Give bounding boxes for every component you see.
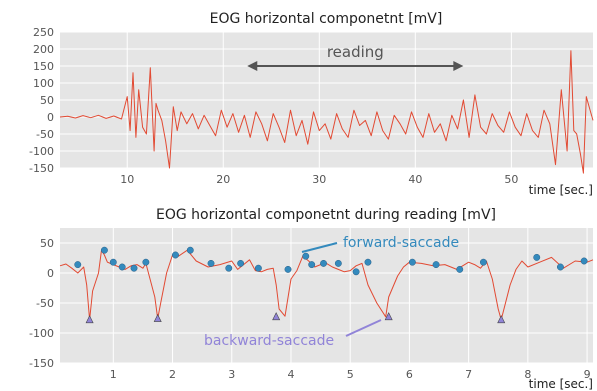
forward-saccade-marker [308, 261, 316, 269]
forward-saccade-marker [580, 257, 588, 265]
forward-saccade-marker [364, 258, 372, 266]
x-tick-label: 8 [524, 368, 531, 381]
x-tick-label: 9 [584, 368, 591, 381]
y-tick-label: -50 [36, 297, 54, 310]
x-tick-label: 40 [408, 173, 422, 186]
forward-saccade-marker [334, 259, 342, 267]
forward-saccade-marker [118, 263, 126, 271]
forward-saccade-marker [408, 258, 416, 266]
saccade-annotations: forward-saccade backward-saccade [204, 235, 459, 349]
x-tick-label: 20 [216, 173, 230, 186]
forward-saccade-marker [432, 261, 440, 269]
x-tick-label: 3 [228, 368, 235, 381]
x-tick-label: 7 [465, 368, 472, 381]
x-tick-label: 1 [110, 368, 117, 381]
x-tick-label: 4 [287, 368, 294, 381]
y-tick-label: 0 [47, 111, 54, 124]
forward-saccade-marker [74, 261, 82, 269]
forward-saccade-marker [556, 263, 564, 271]
backward-saccade-marker [153, 313, 162, 322]
x-tick-label: 2 [169, 368, 176, 381]
forward-saccade-marker [100, 246, 108, 254]
y-tick-label: -150 [29, 162, 54, 175]
x-axis-label: time [sec.] [529, 183, 593, 197]
forward-saccade-marker [207, 259, 215, 267]
backward-saccade-marker [272, 312, 281, 321]
y-tick-label: 150 [33, 60, 54, 73]
y-tick-label: 100 [33, 77, 54, 90]
eog-reading-chart: -150 -100 -50 0 50 1 2 3 4 5 6 7 8 9 EOG horizontal c… [29, 207, 594, 391]
backward-saccade-label: backward-saccade [204, 333, 334, 349]
x-tick-label: 30 [312, 173, 326, 186]
forward-saccade-marker [225, 264, 233, 272]
y-tick-label: 0 [47, 267, 54, 280]
y-tick-label: -150 [29, 357, 54, 370]
backward-saccade-pointer [345, 319, 382, 337]
reading-arrow-left-head [247, 61, 258, 71]
forward-saccade-marker [186, 246, 194, 254]
forward-saccade-pointer [301, 242, 338, 253]
forward-saccade-marker [172, 251, 179, 259]
forward-saccade-marker [302, 252, 310, 260]
y-tick-label: -100 [29, 145, 54, 158]
reading-arrow-right-head [453, 61, 464, 71]
forward-saccade-marker [352, 268, 360, 276]
chart-title: EOG horizontal componetnt [mV] [210, 11, 443, 27]
y-tick-label: 250 [33, 26, 54, 39]
y-tick-label: 50 [40, 237, 54, 250]
forward-saccade-marker [533, 253, 541, 261]
x-tick-label: 5 [347, 368, 354, 381]
series-group [59, 246, 594, 324]
tick-labels: -150 -100 -50 0 50 100 150 200 250 10 20 30 40 50 [29, 26, 518, 186]
forward-saccade-label: forward-saccade [343, 235, 459, 251]
forward-saccade-marker [130, 264, 138, 272]
forward-saccade-marker [456, 265, 464, 273]
chart-title: EOG horizontal componetnt during reading… [156, 207, 496, 223]
y-tick-label: -50 [36, 128, 54, 141]
reading-label: reading [327, 43, 384, 61]
x-tick-label: 6 [406, 368, 413, 381]
y-tick-label: -100 [29, 327, 54, 340]
forward-saccade-marker [254, 264, 262, 272]
eog-full-chart: -150 -100 -50 0 50 100 150 200 250 10 20 30 40 50 EOG… [29, 11, 594, 197]
series-group [59, 50, 594, 174]
forward-saccade-marker [142, 258, 150, 266]
plot-area [60, 228, 593, 363]
grid [60, 228, 593, 364]
x-tick-label: 10 [120, 173, 134, 186]
x-axis-label: time [sec.] [529, 377, 593, 391]
backward-saccade-marker [384, 312, 393, 321]
forward-saccade-marker [237, 259, 245, 267]
y-tick-label: 200 [33, 43, 54, 56]
forward-saccade-marker [284, 265, 292, 273]
tick-labels: -150 -100 -50 0 50 1 2 3 4 5 6 7 8 9 [29, 237, 591, 381]
y-tick-label: 50 [40, 94, 54, 107]
reading-annotation: reading [247, 43, 464, 71]
eog-signal-line [59, 50, 594, 174]
forward-saccade-marker [109, 258, 117, 266]
forward-saccade-marker [479, 258, 487, 266]
x-tick-label: 50 [504, 173, 518, 186]
backward-saccade-marker [85, 315, 94, 324]
forward-saccade-marker [320, 259, 327, 267]
backward-saccade-marker [497, 315, 506, 324]
